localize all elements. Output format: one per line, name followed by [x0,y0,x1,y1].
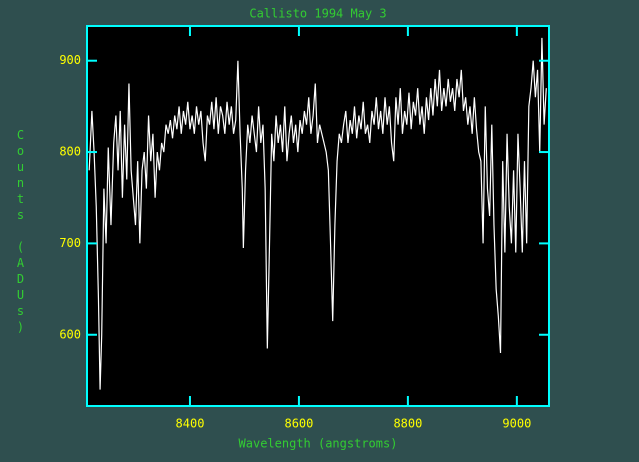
x-tick-label: 8600 [284,417,313,431]
x-tick-label: 8800 [393,417,422,431]
y-tick-label: 900 [59,53,81,67]
plot-area [87,26,549,406]
x-axis-label: Wavelength (angstroms) [239,437,398,451]
axes-frame [86,25,550,407]
x-tick-label: 8400 [176,417,205,431]
y-tick-label: 600 [59,327,81,341]
x-tick-label: 9000 [502,417,531,431]
chart-title: Callisto 1994 May 3 [249,7,386,21]
y-tick-label: 800 [59,145,81,159]
spectrum-line [88,37,547,390]
y-tick-label: 700 [59,236,81,250]
y-axis-label: Counts (ADUs) [14,128,28,336]
